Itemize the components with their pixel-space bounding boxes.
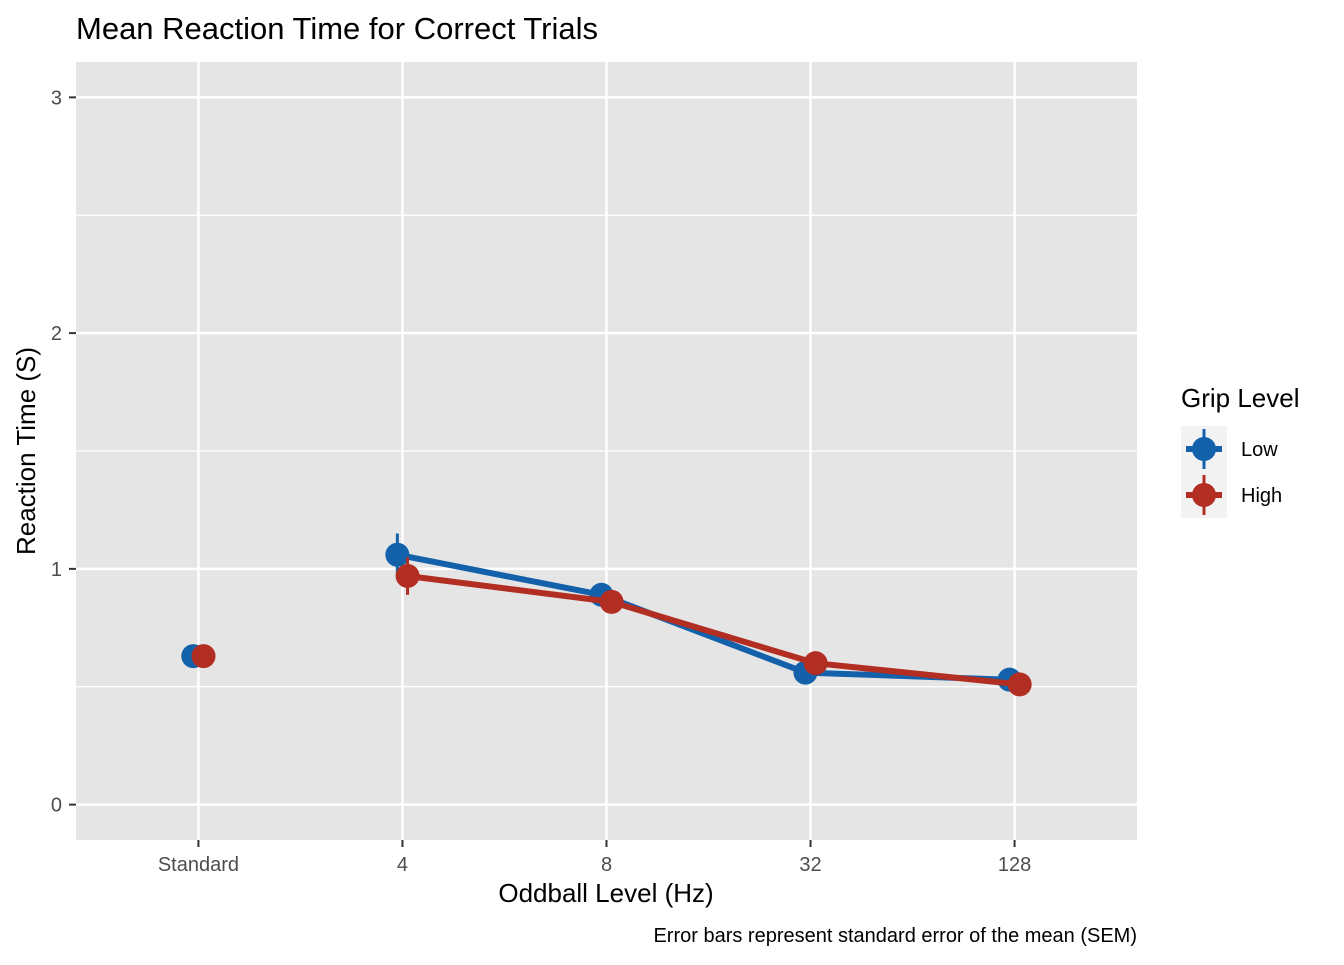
x-tick-label: Standard — [158, 854, 239, 876]
data-point — [385, 542, 410, 567]
chart-caption: Error bars represent standard error of t… — [653, 925, 1137, 947]
x-tick-label: 4 — [397, 854, 408, 876]
y-tick-label: 3 — [51, 87, 62, 109]
y-tick-label: 0 — [51, 795, 62, 817]
series-line — [396, 551, 1010, 683]
legend-item-low: Low — [1186, 429, 1278, 469]
legend-label: High — [1241, 485, 1282, 507]
legend-label: Low — [1241, 439, 1278, 461]
legend-item-high: High — [1186, 475, 1282, 515]
legend: Grip Level Low High — [1181, 383, 1300, 518]
x-tick-label: 8 — [601, 854, 612, 876]
legend-key-point — [1192, 483, 1216, 507]
y-axis: 0 1 2 3 — [51, 87, 76, 817]
data-point — [395, 563, 420, 588]
legend-key-point — [1192, 437, 1216, 461]
series-high — [191, 557, 1032, 697]
series-layer — [181, 533, 1032, 697]
legend-title: Grip Level — [1181, 383, 1300, 413]
x-axis: Standard 4 8 32 128 — [158, 840, 1031, 876]
data-point — [599, 589, 624, 614]
y-axis-title: Reaction Time (S) — [11, 347, 41, 555]
grid-major — [76, 62, 1137, 840]
series-line — [407, 573, 1021, 688]
y-tick-label: 1 — [51, 559, 62, 581]
x-tick-label: 32 — [799, 854, 821, 876]
data-point — [1007, 672, 1032, 697]
x-tick-label: 128 — [998, 854, 1031, 876]
chart-title: Mean Reaction Time for Correct Trials — [76, 11, 598, 46]
data-point — [803, 651, 828, 676]
x-axis-title: Oddball Level (Hz) — [498, 878, 713, 908]
y-tick-label: 2 — [51, 323, 62, 345]
legend-items: Low High — [1186, 429, 1282, 515]
data-point — [191, 644, 216, 669]
